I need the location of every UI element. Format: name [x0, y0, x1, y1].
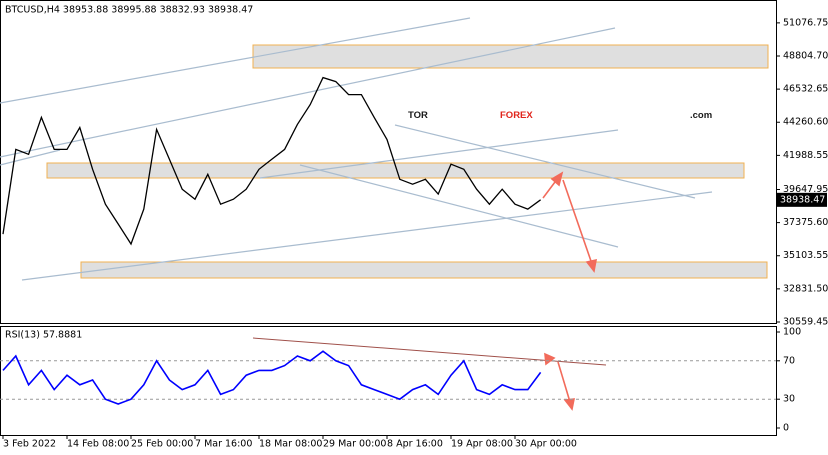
x-tick-label: 8 Apr 16:00: [387, 439, 443, 450]
pivot-zone: [46, 162, 745, 179]
arrow: [557, 361, 571, 403]
x-tick-label: 19 Apr 08:00: [451, 439, 513, 450]
x-tick-label: 29 Mar 00:00: [323, 439, 386, 450]
y-tick-label: 48804.70: [783, 50, 828, 61]
y-tick-label: 51076.75: [783, 17, 828, 28]
y-tick-label: 46532.65: [783, 84, 828, 95]
x-tick-label: 14 Feb 08:00: [67, 439, 129, 450]
x-tick-label: 18 Mar 08:00: [259, 439, 322, 450]
trend-line: [21, 191, 713, 281]
watermark: TOR FOREX .com: [408, 110, 712, 121]
y-tick-label: 100: [783, 327, 801, 338]
price-panel: [0, 0, 777, 324]
trend-lines: [0, 17, 713, 281]
x-tick-label: 7 Mar 16:00: [195, 439, 252, 450]
support-zone: [80, 261, 768, 279]
resistance-zone: [252, 44, 769, 69]
trend-line: [0, 27, 616, 158]
trend-line: [0, 17, 471, 104]
x-tick-label: 30 Apr 00:00: [515, 439, 577, 450]
y-tick-label: 35103.55: [783, 250, 828, 261]
y-tick-label: 70: [783, 355, 795, 366]
y-tick-label: 30559.45: [783, 316, 828, 327]
y-tick-label: 44260.60: [783, 117, 828, 128]
rsi-title: RSI(13) 57.8881: [5, 330, 82, 341]
y-tick-label: 32831.50: [783, 283, 828, 294]
y-tick-label: 30: [783, 394, 795, 405]
last-price-box: [777, 192, 827, 207]
arrow-head: [563, 398, 575, 411]
y-tick-label: 41988.55: [783, 150, 828, 161]
series-line: [2, 76, 541, 246]
series-line: [2, 350, 542, 405]
logo-com: .com: [690, 110, 712, 121]
arrow: [562, 179, 593, 265]
y-tick-label: 0: [783, 423, 789, 434]
y-tick-label: 37375.60: [783, 217, 828, 228]
x-tick-label: 25 Feb 00:00: [131, 439, 193, 450]
trend-line: [299, 164, 619, 248]
logo-forex: FOREX: [500, 110, 533, 121]
trend-line: [394, 124, 696, 199]
logo-tor: TOR: [408, 110, 428, 121]
y-tick-label: 39647.95: [783, 184, 828, 195]
arrow-head: [585, 258, 598, 273]
forecast-arrows: [252, 171, 607, 411]
chart-title: BTCUSD,H4 38953.88 38995.88 38832.93 389…: [5, 5, 253, 16]
arrow-head: [550, 171, 564, 187]
rsi-panel: [0, 326, 777, 436]
arrow-head: [544, 352, 556, 366]
last-price-label: 38938.47: [780, 194, 825, 205]
trend-line: [0, 149, 61, 166]
x-tick-label: 3 Feb 2022: [3, 439, 56, 450]
